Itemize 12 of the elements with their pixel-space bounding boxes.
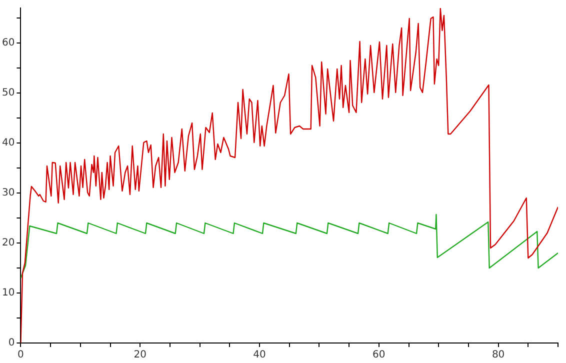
y-tick-label: 40 [2,138,15,149]
y-tick-label: 0 [8,338,15,349]
y-tick-label: 30 [2,188,15,199]
y-tick-label: 20 [2,238,15,249]
x-tick-label: 0 [18,350,24,361]
y-tick-label: 60 [2,38,15,49]
x-tick-label: 20 [134,350,146,361]
x-tick-label: 80 [492,350,505,361]
y-tick-label: 10 [2,288,15,299]
x-tick-label: 40 [253,350,266,361]
y-tick-label: 50 [2,88,15,99]
x-tick-label: 60 [372,350,386,361]
